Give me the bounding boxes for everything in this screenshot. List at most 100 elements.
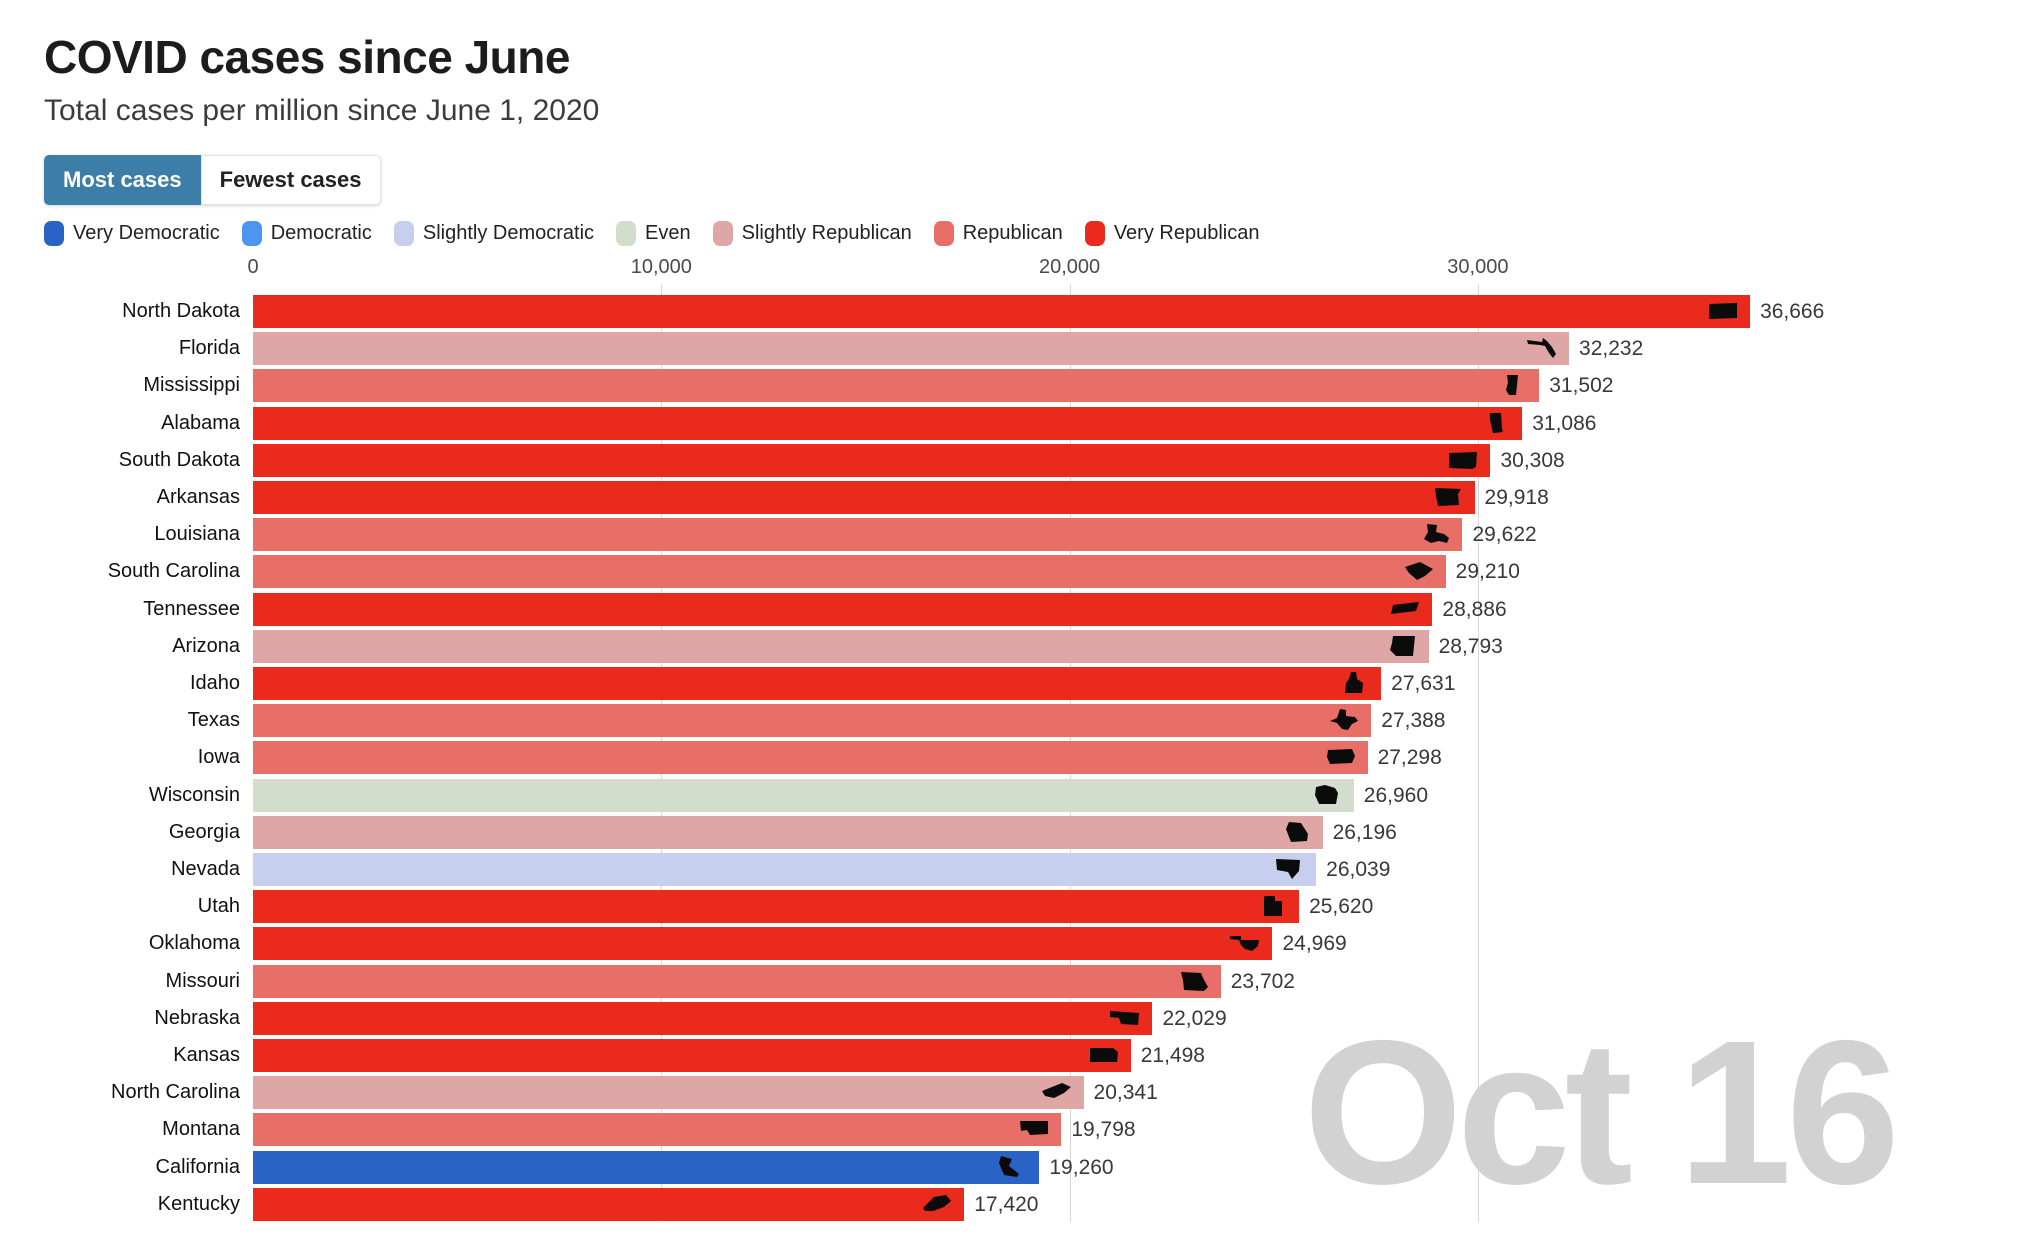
legend-label: Slightly Democratic — [422, 222, 595, 244]
bar-south-dakota[interactable] — [253, 443, 1491, 477]
bar-missouri[interactable] — [253, 964, 1221, 998]
legend-item-democratic: Democratic — [241, 221, 372, 246]
bar-value: 31,502 — [1549, 374, 1614, 398]
montana-state-icon — [1020, 1121, 1049, 1136]
mississippi-state-icon — [1506, 375, 1519, 396]
bar-value: 22,029 — [1162, 1006, 1227, 1030]
idaho-state-icon — [1345, 672, 1364, 693]
bar-montana[interactable] — [253, 1113, 1062, 1147]
south-carolina-state-icon — [1404, 562, 1433, 581]
bar-value: 24,969 — [1282, 932, 1347, 956]
bar-row-utah: Utah 25,620 — [0, 890, 2024, 924]
bar-row-iowa: Iowa 27,298 — [0, 741, 2024, 775]
bar-row-nebraska: Nebraska 22,029 — [0, 1001, 2024, 1035]
bar-oklahoma[interactable] — [253, 927, 1273, 961]
bar-value: 32,232 — [1579, 337, 1644, 361]
bar-iowa[interactable] — [253, 741, 1368, 775]
state-label: South Dakota — [118, 448, 240, 471]
state-label: Louisiana — [154, 523, 240, 546]
bar-kansas[interactable] — [253, 1039, 1131, 1072]
bar-value: 36,666 — [1760, 300, 1825, 323]
north-dakota-state-icon — [1709, 303, 1738, 319]
legend-swatch-very-republican — [1084, 221, 1105, 246]
state-label: Kansas — [173, 1044, 240, 1066]
legend-swatch-slightly-republican — [712, 221, 733, 246]
bar-value: 26,960 — [1363, 783, 1428, 807]
bar-north-dakota[interactable] — [253, 295, 1751, 328]
bar-alabama[interactable] — [253, 406, 1523, 440]
missouri-state-icon — [1180, 971, 1208, 991]
state-label: Mississippi — [143, 374, 240, 397]
tab-fewest-cases[interactable]: Fewest cases — [200, 155, 381, 205]
bar-florida[interactable] — [253, 332, 1570, 366]
bar-north-carolina[interactable] — [253, 1076, 1084, 1110]
bar-idaho[interactable] — [253, 667, 1382, 700]
kansas-state-icon — [1089, 1048, 1118, 1062]
bar-row-idaho: Idaho 27,631 — [0, 667, 2024, 700]
bar-value: 27,631 — [1391, 672, 1456, 695]
state-label: Arizona — [172, 634, 240, 657]
bar-value: 20,341 — [1093, 1081, 1158, 1105]
legend-item-very-democratic: Very Democratic — [44, 221, 220, 246]
bar-value: 23,702 — [1230, 969, 1295, 993]
arizona-state-icon — [1389, 635, 1415, 656]
bar-utah[interactable] — [253, 890, 1300, 924]
x-axis-tick-label: 10,000 — [630, 256, 692, 278]
arkansas-state-icon — [1434, 488, 1461, 506]
bar-arizona[interactable] — [253, 629, 1429, 663]
bar-value: 28,793 — [1438, 634, 1503, 658]
legend-label: Very Democratic — [73, 222, 220, 244]
bar-value: 29,210 — [1455, 560, 1520, 584]
tab-most-cases[interactable]: Most cases — [44, 155, 201, 205]
bar-row-arkansas: Arkansas 29,918 — [0, 481, 2024, 514]
bar-louisiana[interactable] — [253, 518, 1463, 552]
bar-arkansas[interactable] — [253, 481, 1475, 514]
state-label: Montana — [162, 1118, 240, 1141]
bar-kentucky[interactable] — [253, 1187, 965, 1221]
bar-value: 31,086 — [1532, 411, 1597, 435]
bar-row-south-dakota: South Dakota 30,308 — [0, 443, 2024, 477]
state-label: Tennessee — [143, 597, 240, 620]
south-dakota-state-icon — [1449, 451, 1478, 469]
bar-nevada[interactable] — [253, 853, 1317, 886]
tennessee-state-icon — [1391, 601, 1420, 614]
bar-mississippi[interactable] — [253, 369, 1540, 403]
legend-label: Democratic — [270, 222, 372, 244]
bar-georgia[interactable] — [253, 815, 1323, 849]
bar-texas[interactable] — [253, 704, 1372, 738]
legend-label: Even — [645, 222, 691, 244]
bar-nebraska[interactable] — [253, 1001, 1153, 1035]
state-label: Georgia — [168, 820, 240, 843]
legend-swatch-even — [616, 221, 637, 246]
bar-tennessee[interactable] — [253, 592, 1433, 626]
bar-south-carolina[interactable] — [253, 555, 1446, 589]
state-label: Idaho — [189, 672, 240, 694]
legend-item-republican: Republican — [933, 221, 1063, 246]
nebraska-state-icon — [1110, 1010, 1140, 1025]
legend-label: Very Republican — [1113, 222, 1260, 244]
bar-row-oklahoma: Oklahoma 24,969 — [0, 927, 2024, 961]
bar-wisconsin[interactable] — [253, 778, 1354, 812]
bar-value: 28,886 — [1442, 597, 1507, 621]
legend-swatch-very-democratic — [44, 221, 64, 246]
bar-row-texas: Texas 27,388 — [0, 704, 2024, 738]
state-label: Florida — [178, 337, 240, 360]
georgia-state-icon — [1285, 821, 1308, 842]
texas-state-icon — [1330, 709, 1359, 731]
bar-value: 19,798 — [1071, 1118, 1136, 1142]
bar-row-missouri: Missouri 23,702 — [0, 964, 2024, 998]
page-title: COVID cases since June — [44, 31, 570, 83]
bar-california[interactable] — [253, 1150, 1040, 1184]
state-label: Utah — [197, 895, 240, 918]
legend-label: Republican — [962, 222, 1063, 244]
legend-item-even: Even — [616, 221, 691, 246]
bar-value: 30,308 — [1500, 448, 1565, 472]
legend-item-slightly-democratic: Slightly Democratic — [393, 221, 595, 246]
louisiana-state-icon — [1424, 524, 1450, 544]
bar-row-louisiana: Louisiana 29,622 — [0, 518, 2024, 552]
x-axis-tick-label: 30,000 — [1447, 256, 1509, 278]
bar-row-georgia: Georgia 26,196 — [0, 815, 2024, 849]
bar-value: 29,622 — [1472, 523, 1537, 547]
bar-row-alabama: Alabama 31,086 — [0, 406, 2024, 440]
